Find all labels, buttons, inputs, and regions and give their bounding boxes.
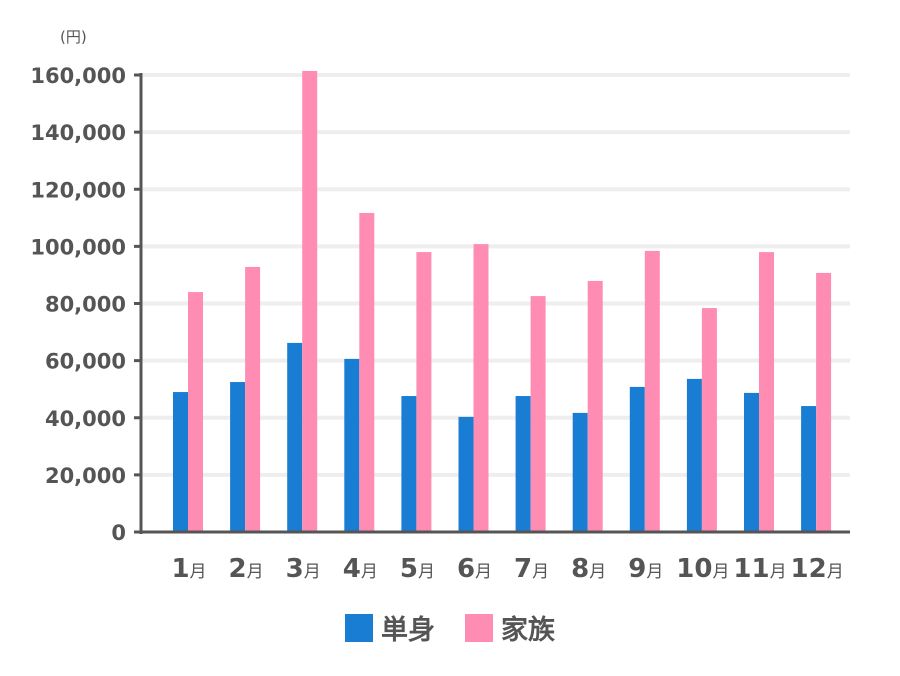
- x-tick-label: 9月: [628, 554, 663, 584]
- bar-family: [416, 252, 432, 532]
- bar-single: [401, 396, 417, 532]
- legend-item-family: 家族: [465, 608, 555, 647]
- y-axis-ticks: 0 20,000 40,000 60,000 80,000 100,000 120,000 1…: [30, 64, 141, 545]
- x-tick-label: 8月: [571, 554, 606, 584]
- bar-family: [587, 280, 603, 532]
- bar-single: [287, 342, 303, 532]
- x-tick-label: 2月: [229, 554, 264, 584]
- y-tick-label: 80,000: [45, 293, 126, 317]
- x-axis-ticks: 1月 2月 3月 4月 5月 6月 7月 8月 9月 10月 11月 12月: [171, 554, 843, 584]
- y-tick-label: 100,000: [30, 235, 126, 259]
- bars: [173, 71, 832, 532]
- bar-family: [473, 244, 489, 532]
- y-tick-label: 60,000: [45, 350, 126, 374]
- y-tick-label: 140,000: [30, 121, 126, 145]
- bar-family: [701, 308, 717, 532]
- x-tick-label: 6月: [457, 554, 492, 584]
- bar-family: [644, 250, 660, 532]
- bar-family: [188, 292, 203, 532]
- bar-single: [458, 416, 474, 532]
- bar-family: [359, 212, 375, 532]
- x-tick-label: 10月: [676, 554, 729, 584]
- x-tick-label: 4月: [343, 554, 378, 584]
- bar-single: [801, 406, 817, 532]
- legend-swatch-single: [345, 613, 373, 642]
- x-tick-label: 3月: [286, 554, 321, 584]
- bar-single: [629, 386, 645, 532]
- x-tick-label: 1月: [171, 554, 206, 584]
- y-tick-label: 20,000: [45, 464, 126, 488]
- legend-swatch-family: [465, 613, 493, 642]
- bar-single: [515, 396, 531, 532]
- bar-single: [173, 392, 188, 532]
- legend-label-single: 単身: [381, 615, 435, 646]
- gridlines: [141, 73, 850, 477]
- bar-single: [744, 392, 759, 532]
- axes: [139, 73, 850, 534]
- y-tick-label: 120,000: [30, 178, 126, 202]
- bar-family: [759, 252, 774, 532]
- bar-single: [686, 378, 702, 532]
- x-tick-label: 12月: [791, 554, 844, 584]
- legend-label-family: 家族: [501, 615, 555, 646]
- bar-family: [816, 272, 832, 532]
- bar-family: [245, 266, 261, 532]
- bar-family: [302, 71, 318, 532]
- legend: 単身 家族: [0, 608, 900, 647]
- bar-family: [530, 296, 546, 532]
- y-tick-label: 0: [111, 521, 126, 545]
- bar-single: [572, 412, 588, 532]
- y-tick-label: 40,000: [45, 407, 126, 431]
- x-tick-label: 5月: [400, 554, 435, 584]
- x-tick-label: 11月: [733, 554, 786, 584]
- bar-single: [230, 382, 246, 532]
- bar-single: [344, 358, 360, 532]
- x-tick-label: 7月: [514, 554, 549, 584]
- y-axis-unit-label: (円): [60, 28, 87, 46]
- legend-item-single: 単身: [345, 608, 435, 647]
- y-tick-label: 160,000: [30, 64, 126, 88]
